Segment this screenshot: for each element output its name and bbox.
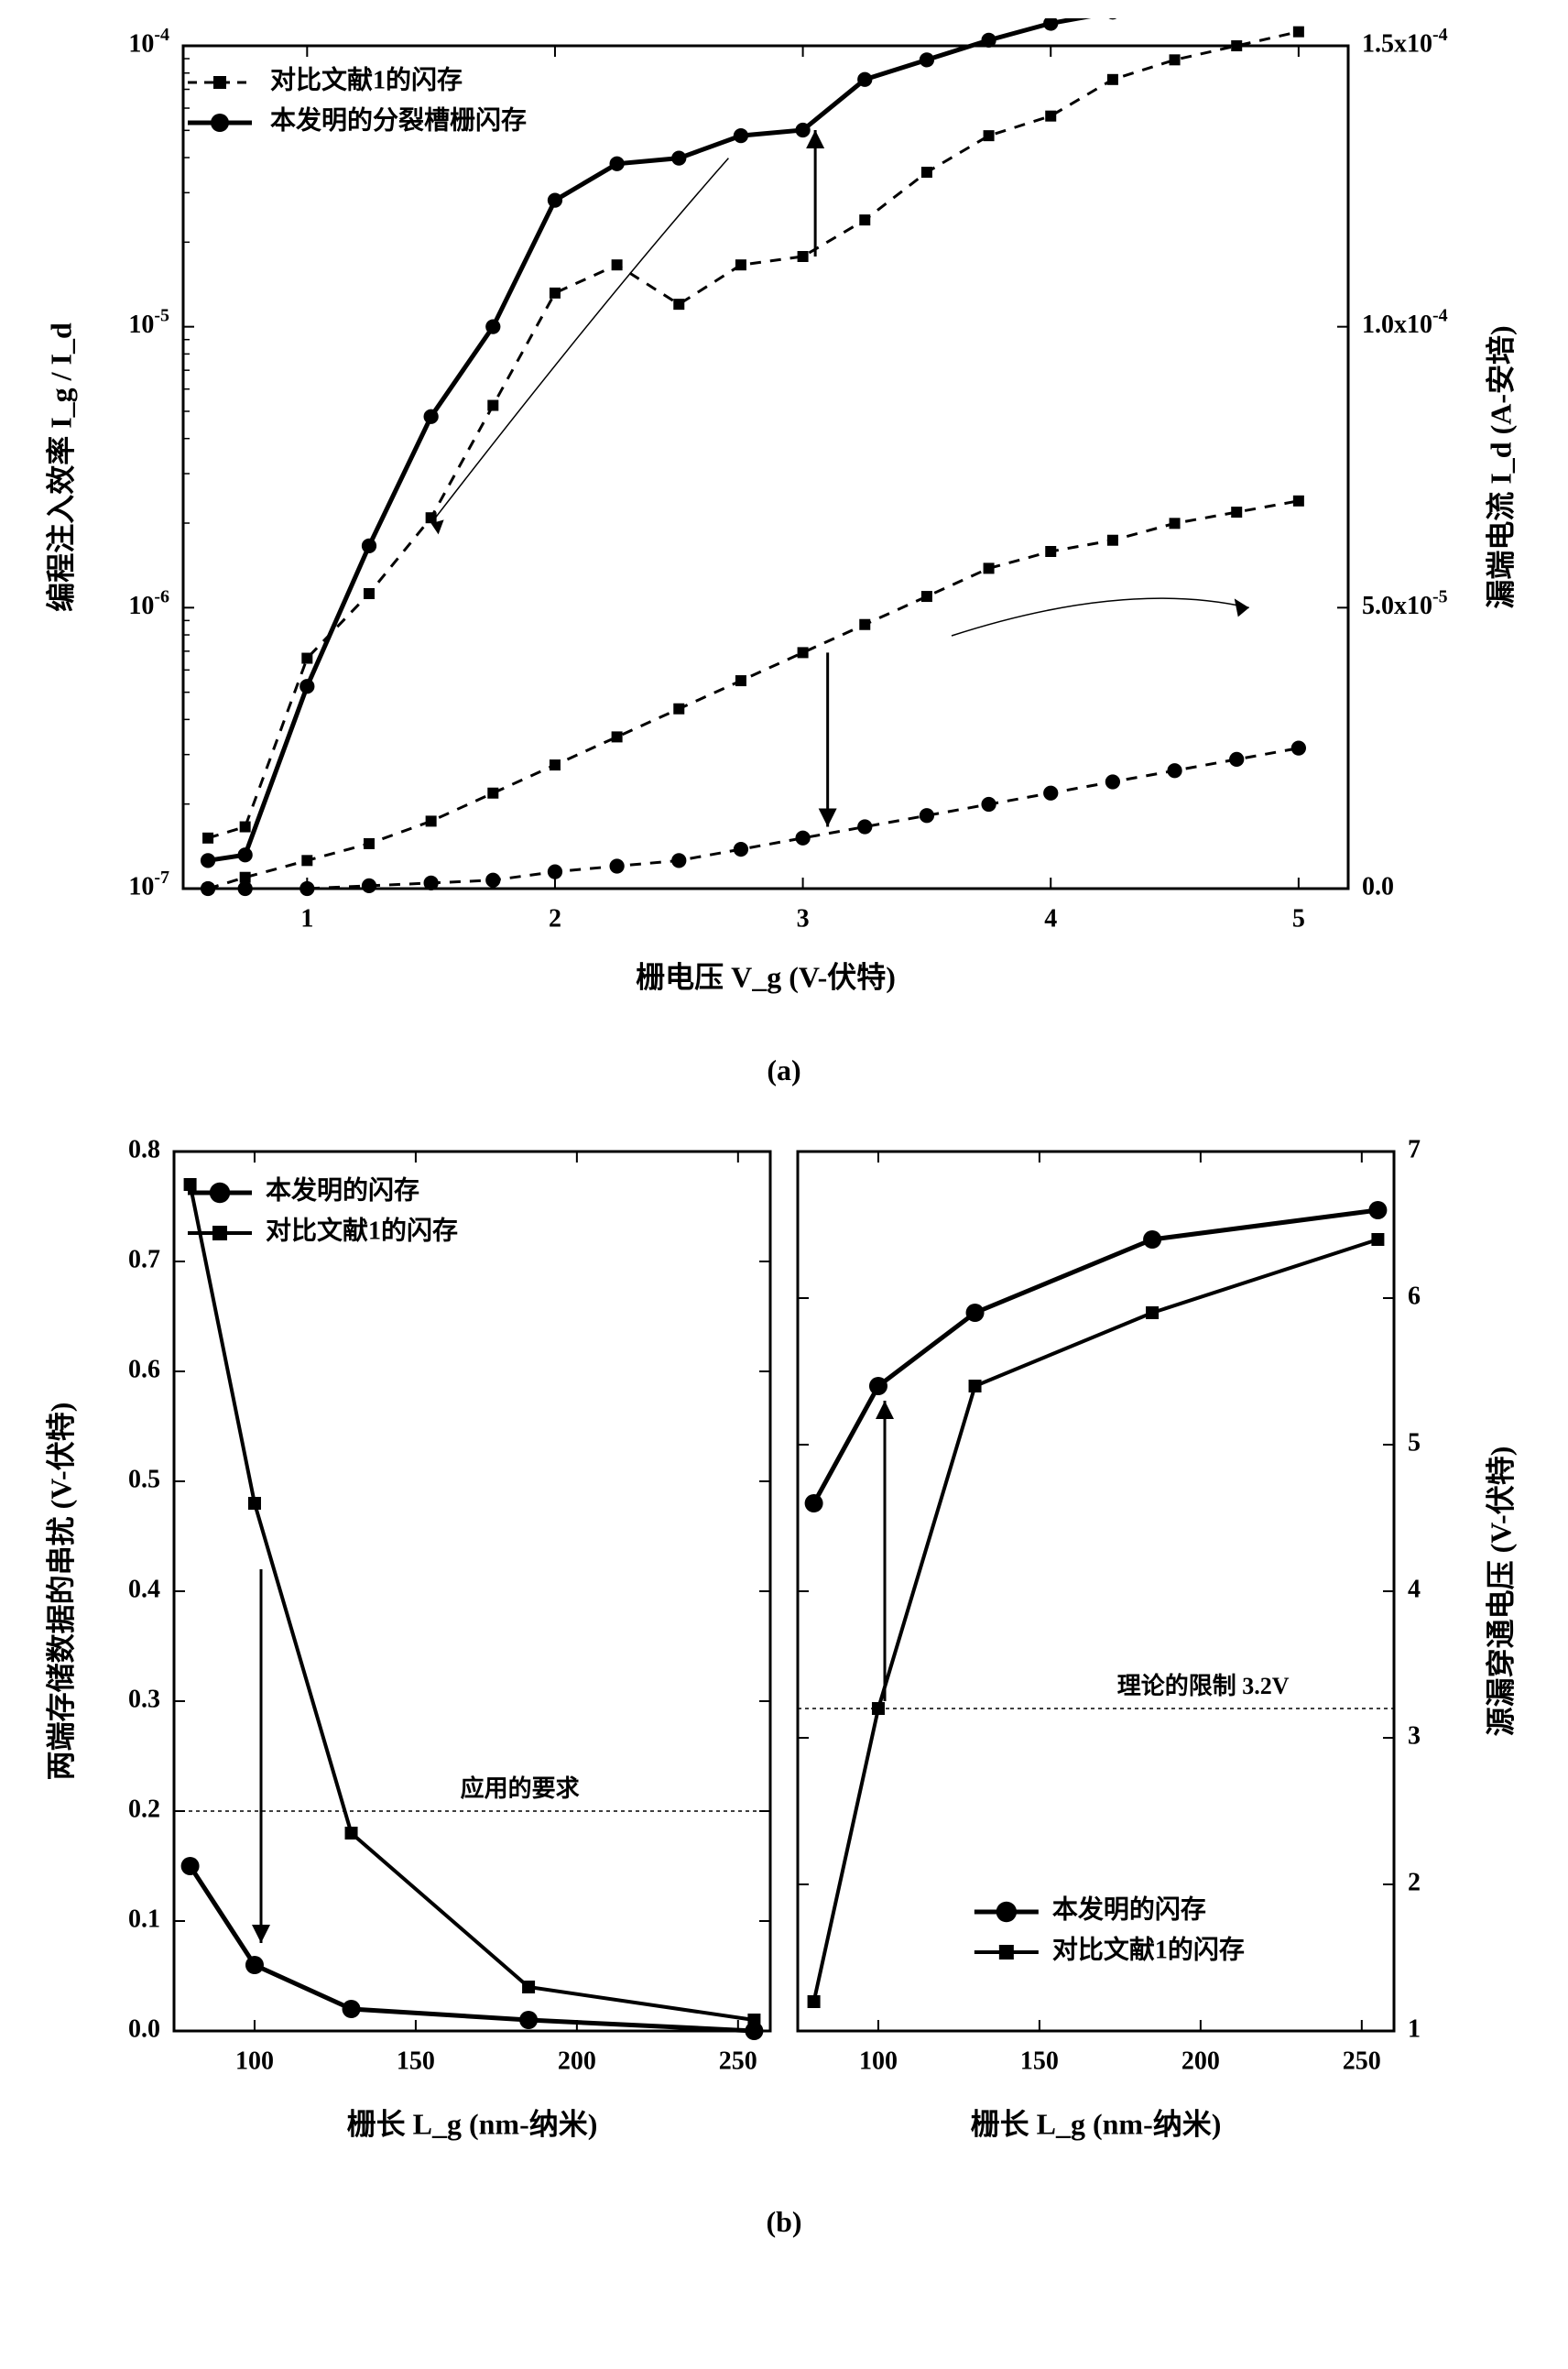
svg-text:2: 2 bbox=[549, 904, 561, 933]
svg-text:0.0: 0.0 bbox=[1362, 872, 1394, 901]
caption-b: (b) bbox=[18, 2205, 1550, 2239]
svg-text:栅电压 V_g (V-伏特): 栅电压 V_g (V-伏特) bbox=[636, 960, 896, 993]
svg-text:对比文献1的闪存: 对比文献1的闪存 bbox=[266, 1215, 458, 1245]
caption-a: (a) bbox=[18, 1053, 1550, 1087]
svg-text:3: 3 bbox=[797, 904, 810, 933]
svg-text:1: 1 bbox=[1408, 2014, 1421, 2043]
svg-text:漏端电流 I_d (A-安培): 漏端电流 I_d (A-安培) bbox=[1484, 325, 1517, 608]
svg-text:0.0: 0.0 bbox=[128, 2014, 160, 2043]
svg-text:10-5: 10-5 bbox=[128, 305, 169, 339]
svg-text:10-7: 10-7 bbox=[128, 868, 169, 901]
svg-text:1.5x10-4: 1.5x10-4 bbox=[1362, 25, 1448, 59]
svg-text:本发明的闪存: 本发明的闪存 bbox=[1052, 1894, 1206, 1924]
svg-text:4: 4 bbox=[1044, 904, 1057, 933]
chart-b-svg: 100 150 200 250 栅长 L_g (nm-纳米) 100 150 200 250 栅长… bbox=[18, 1124, 1550, 2178]
svg-text:3: 3 bbox=[1408, 1721, 1421, 1750]
svg-text:100: 100 bbox=[859, 2047, 898, 2075]
svg-text:200: 200 bbox=[558, 2047, 596, 2075]
svg-text:栅长 L_g (nm-纳米): 栅长 L_g (nm-纳米) bbox=[971, 2107, 1222, 2140]
svg-text:0.2: 0.2 bbox=[128, 1795, 160, 1823]
svg-text:对比文献1的闪存: 对比文献1的闪存 bbox=[270, 64, 463, 94]
svg-text:5.0x10-5: 5.0x10-5 bbox=[1362, 586, 1448, 620]
svg-text:0.3: 0.3 bbox=[128, 1685, 160, 1713]
svg-text:0.6: 0.6 bbox=[128, 1355, 160, 1383]
svg-text:本发明的分裂槽栅闪存: 本发明的分裂槽栅闪存 bbox=[270, 104, 527, 135]
svg-text:100: 100 bbox=[235, 2047, 274, 2075]
svg-text:7: 7 bbox=[1408, 1135, 1421, 1163]
svg-text:5: 5 bbox=[1408, 1428, 1421, 1457]
svg-text:150: 150 bbox=[397, 2047, 435, 2075]
svg-text:200: 200 bbox=[1181, 2047, 1220, 2075]
svg-text:理论的限制 3.2V: 理论的限制 3.2V bbox=[1117, 1672, 1290, 1699]
svg-text:4: 4 bbox=[1408, 1575, 1421, 1603]
svg-text:0.5: 0.5 bbox=[128, 1465, 160, 1493]
svg-text:0.8: 0.8 bbox=[128, 1135, 160, 1163]
svg-text:编程注入效率 I_g / I_d: 编程注入效率 I_g / I_d bbox=[44, 322, 77, 612]
svg-text:应用的要求: 应用的要求 bbox=[461, 1774, 580, 1802]
figure-b: 100 150 200 250 栅长 L_g (nm-纳米) 100 150 200 250 栅长… bbox=[18, 1124, 1550, 2239]
svg-text:0.1: 0.1 bbox=[128, 1905, 160, 1933]
svg-text:6: 6 bbox=[1408, 1282, 1421, 1310]
svg-text:两端存储数据的串扰 (V-伏特): 两端存储数据的串扰 (V-伏特) bbox=[44, 1403, 77, 1781]
svg-text:本发明的闪存: 本发明的闪存 bbox=[266, 1174, 419, 1205]
svg-text:150: 150 bbox=[1020, 2047, 1059, 2075]
svg-text:5: 5 bbox=[1292, 904, 1305, 933]
svg-text:10-4: 10-4 bbox=[128, 25, 169, 59]
svg-text:栅长 L_g (nm-纳米): 栅长 L_g (nm-纳米) bbox=[347, 2107, 598, 2140]
svg-text:0.4: 0.4 bbox=[128, 1575, 160, 1603]
svg-text:2: 2 bbox=[1408, 1868, 1421, 1896]
svg-text:1.0x10-4: 1.0x10-4 bbox=[1362, 305, 1448, 339]
svg-text:250: 250 bbox=[719, 2047, 757, 2075]
svg-text:0.7: 0.7 bbox=[128, 1245, 160, 1273]
svg-text:1: 1 bbox=[300, 904, 313, 933]
svg-text:10-6: 10-6 bbox=[128, 586, 169, 620]
svg-text:对比文献1的闪存: 对比文献1的闪存 bbox=[1052, 1934, 1245, 1964]
svg-text:250: 250 bbox=[1343, 2047, 1381, 2075]
chart-a-svg: 1 2 3 4 5 10-7 10-6 10-5 10-4 0.0 5.0x10-5 1.0x10-4… bbox=[18, 18, 1550, 1026]
svg-text:源漏穿通电压 (V-伏特): 源漏穿通电压 (V-伏特) bbox=[1484, 1447, 1517, 1737]
figure-a: 1 2 3 4 5 10-7 10-6 10-5 10-4 0.0 5.0x10-5 1.0x10-4… bbox=[18, 18, 1550, 1087]
